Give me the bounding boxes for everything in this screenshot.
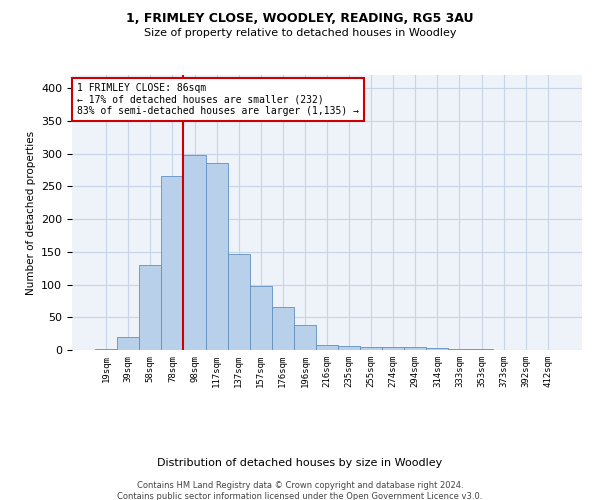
Y-axis label: Number of detached properties: Number of detached properties [26,130,35,294]
Text: Contains public sector information licensed under the Open Government Licence v3: Contains public sector information licen… [118,492,482,500]
Bar [161,176,184,350]
Bar [316,345,338,350]
Bar [95,348,117,350]
Bar [382,346,404,350]
Text: Contains HM Land Registry data © Crown copyright and database right 2024.: Contains HM Land Registry data © Crown c… [137,481,463,490]
Bar [338,346,360,350]
Text: 1 FRIMLEY CLOSE: 86sqm
← 17% of detached houses are smaller (232)
83% of semi-de: 1 FRIMLEY CLOSE: 86sqm ← 17% of detached… [77,83,359,116]
Bar [272,308,294,350]
Bar [206,164,227,350]
Bar [360,348,382,350]
Bar [448,348,470,350]
Bar [427,348,448,350]
Bar [404,348,427,350]
Text: Size of property relative to detached houses in Woodley: Size of property relative to detached ho… [144,28,456,38]
Text: 1, FRIMLEY CLOSE, WOODLEY, READING, RG5 3AU: 1, FRIMLEY CLOSE, WOODLEY, READING, RG5 … [126,12,474,26]
Bar [184,155,206,350]
Bar [139,265,161,350]
Bar [250,286,272,350]
Text: Distribution of detached houses by size in Woodley: Distribution of detached houses by size … [157,458,443,468]
Bar [227,254,250,350]
Bar [294,325,316,350]
Bar [117,337,139,350]
